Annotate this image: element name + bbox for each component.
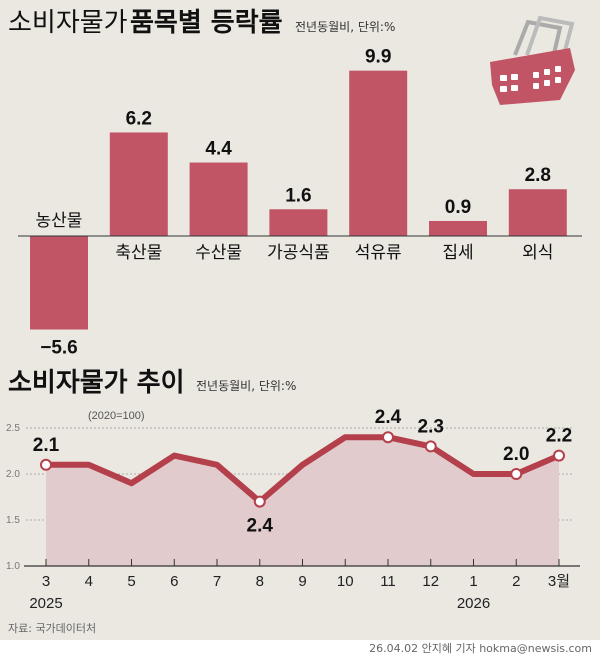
year-label: 2026 bbox=[457, 595, 490, 612]
bar-category-label: 집세 bbox=[442, 243, 473, 263]
y-tick-label: 1.5 bbox=[6, 515, 20, 526]
area-fill bbox=[46, 437, 559, 566]
data-point-label: 2.3 bbox=[418, 416, 444, 437]
bar-chart-title: 소비자물가 bbox=[8, 8, 128, 38]
data-point-label: 2.4 bbox=[375, 407, 402, 428]
bar-category-label: 외식 bbox=[522, 243, 553, 263]
x-tick-label: 5 bbox=[127, 573, 135, 590]
bar-category-label: 농산물 bbox=[36, 211, 83, 231]
bar-6 bbox=[508, 189, 567, 236]
data-point-label: 2.4 bbox=[247, 516, 274, 537]
data-point-label: 2.0 bbox=[503, 444, 529, 465]
shopping-basket-icon bbox=[490, 15, 575, 105]
line-chart-title: 소비자물가 추이 bbox=[8, 368, 185, 398]
bar-1 bbox=[109, 132, 168, 236]
x-tick-label: 6 bbox=[170, 573, 178, 590]
data-point-marker bbox=[553, 449, 565, 462]
bar-value-label: 6.2 bbox=[126, 108, 152, 129]
bar-4 bbox=[349, 70, 408, 236]
series-line bbox=[46, 434, 561, 505]
x-tick-label: 11 bbox=[380, 573, 396, 590]
base-year-note: (2020=100) bbox=[88, 410, 145, 422]
x-tick-label: 10 bbox=[337, 573, 354, 590]
x-tick-label: 9 bbox=[298, 573, 306, 590]
bar-5 bbox=[429, 220, 487, 236]
y-tick-label: 1.0 bbox=[6, 561, 20, 572]
x-tick-label: 4 bbox=[85, 573, 93, 590]
data-point-marker bbox=[382, 431, 394, 444]
bar-value-label: 0.9 bbox=[445, 197, 471, 218]
y-tick-label: 2.5 bbox=[6, 423, 20, 434]
bar-value-label: 2.8 bbox=[525, 165, 551, 186]
bar-value-label: −5.6 bbox=[40, 338, 78, 359]
bar-category-label: 축산물 bbox=[115, 243, 162, 263]
bar-value-label: 9.9 bbox=[365, 47, 391, 68]
credit-text: 26.04.02 안지혜 기자 hokma@newsis.com bbox=[369, 642, 592, 655]
data-point-label: 2.2 bbox=[546, 426, 572, 447]
x-tick-label: 8 bbox=[256, 573, 264, 590]
bar-category-label: 수산물 bbox=[195, 243, 242, 263]
x-tick-label: 7 bbox=[213, 573, 221, 590]
data-point-marker bbox=[40, 458, 52, 471]
data-point-label: 2.1 bbox=[33, 435, 60, 456]
bar-category-label: 석유류 bbox=[355, 243, 402, 263]
bar-chart-title-bold: 품목별 등락률 bbox=[130, 8, 283, 38]
x-tick-label: 2 bbox=[512, 573, 520, 590]
x-tick-label: 12 bbox=[422, 573, 439, 590]
bar-value-label: 4.4 bbox=[205, 139, 232, 160]
source-text: 자료: 국가데이터처 bbox=[8, 622, 96, 635]
bar-chart-subtitle: 전년동월비, 단위:% bbox=[295, 20, 395, 34]
bar-value-label: 1.6 bbox=[285, 185, 311, 206]
x-tick-label: 3월 bbox=[548, 573, 570, 590]
bar-0 bbox=[30, 236, 88, 330]
year-label: 2025 bbox=[29, 595, 62, 612]
y-tick-label: 2.0 bbox=[6, 469, 20, 480]
bar-2 bbox=[189, 162, 248, 236]
data-point-marker bbox=[253, 495, 266, 508]
x-tick-label: 1 bbox=[469, 573, 477, 590]
data-point-marker bbox=[424, 440, 437, 453]
bar-category-label: 가공식품 bbox=[267, 243, 330, 263]
x-tick-label: 3 bbox=[42, 573, 50, 590]
data-point-marker bbox=[510, 468, 523, 480]
bar-3 bbox=[269, 209, 328, 236]
line-chart-subtitle: 전년동월비, 단위:% bbox=[196, 379, 296, 393]
